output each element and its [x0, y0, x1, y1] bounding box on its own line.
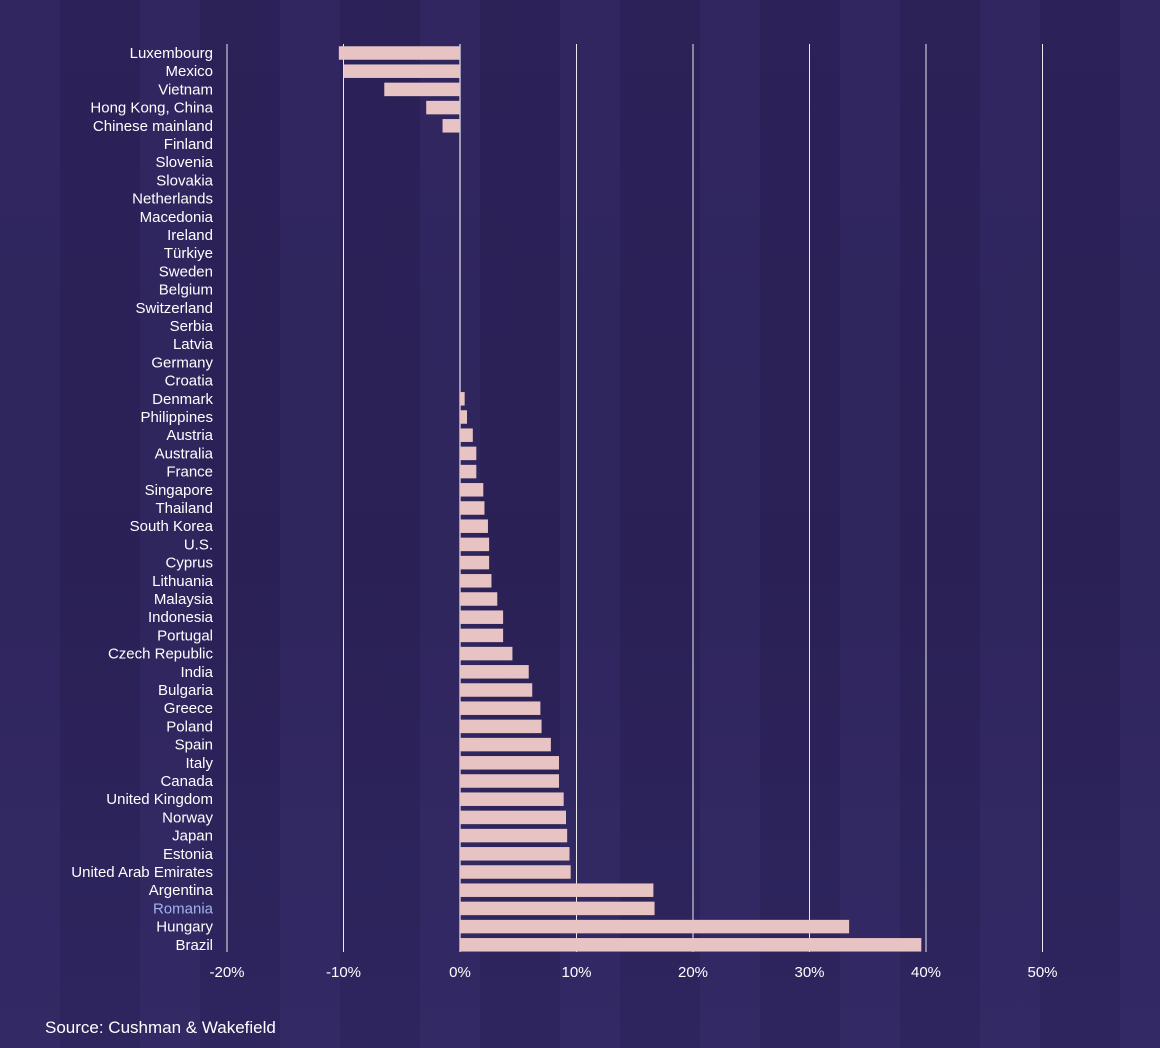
category-label: Chinese mainland: [93, 118, 213, 135]
bar-philippines: [460, 410, 467, 424]
bar-vietnam: [384, 82, 460, 97]
category-label: Switzerland: [135, 300, 213, 317]
bar-romania: [460, 901, 655, 916]
category-label: Canada: [160, 773, 213, 790]
category-label: Croatia: [165, 373, 214, 390]
category-label: Luxembourg: [130, 45, 213, 62]
category-label: Malaysia: [154, 591, 214, 608]
category-label: Mexico: [165, 63, 213, 80]
category-label: Belgium: [159, 282, 213, 299]
bar-greece: [460, 701, 541, 715]
bar-denmark: [460, 392, 465, 406]
category-label: Vietnam: [158, 81, 213, 98]
category-label: France: [166, 464, 213, 481]
category-label: Brazil: [175, 937, 213, 954]
category-label: Greece: [164, 700, 213, 717]
category-label: India: [180, 664, 213, 681]
bar-japan: [460, 828, 568, 843]
bar-indonesia: [460, 610, 504, 624]
category-label: Portugal: [157, 627, 213, 644]
bar-chinese-mainland: [442, 119, 460, 133]
category-label: Serbia: [170, 318, 214, 335]
bar-singapore: [460, 483, 484, 497]
x-tick-label: 40%: [911, 964, 941, 981]
category-label: Italy: [185, 755, 213, 772]
bar-thailand: [460, 501, 485, 515]
x-tick-label: 10%: [561, 964, 591, 981]
category-label: Bulgaria: [158, 682, 214, 699]
bar-mexico: [343, 64, 460, 78]
bar-luxembourg: [338, 46, 460, 60]
category-label: Lithuania: [152, 573, 214, 590]
bar-czech-republic: [460, 646, 513, 661]
category-label: Ireland: [167, 227, 213, 244]
bar-malaysia: [460, 592, 498, 606]
x-tick-label: -10%: [326, 964, 361, 981]
x-tick-label: 0%: [449, 964, 471, 981]
category-label: Singapore: [145, 482, 213, 499]
category-label: Hungary: [156, 919, 213, 936]
x-tick-label: 50%: [1027, 964, 1057, 981]
category-label: Indonesia: [148, 609, 214, 626]
category-label: Denmark: [152, 391, 213, 408]
category-label: Norway: [162, 809, 213, 826]
bar-italy: [460, 756, 560, 770]
category-label: Sweden: [159, 263, 213, 280]
bar-united-arab-emirates: [460, 865, 571, 879]
bar-u-s-: [460, 537, 490, 552]
category-label: Austria: [166, 427, 213, 444]
category-label: Thailand: [155, 500, 213, 517]
category-label: Finland: [164, 136, 213, 153]
bar-bulgaria: [460, 683, 533, 697]
bar-cyprus: [460, 555, 490, 570]
category-label: Poland: [166, 718, 213, 735]
x-tick-label: -20%: [209, 964, 244, 981]
category-label: Hong Kong, China: [90, 100, 213, 117]
category-label: Macedonia: [140, 209, 214, 226]
category-label: Netherlands: [132, 191, 213, 208]
x-tick-label: 20%: [678, 964, 708, 981]
category-label: Slovenia: [155, 154, 213, 171]
category-label: South Korea: [130, 518, 214, 535]
category-label: Estonia: [163, 846, 214, 863]
bar-argentina: [460, 883, 654, 897]
category-label: United Arab Emirates: [71, 864, 213, 881]
category-label: U.S.: [184, 536, 213, 553]
category-label: Latvia: [173, 336, 214, 353]
bar-france: [460, 464, 477, 479]
category-label: Türkiye: [164, 245, 213, 262]
bar-austria: [460, 428, 473, 442]
bar-south-korea: [460, 519, 488, 533]
category-label: Australia: [155, 445, 214, 462]
bar-australia: [460, 446, 477, 461]
bar-india: [460, 665, 529, 679]
source-note: Source: Cushman & Wakefield: [45, 1018, 276, 1037]
category-label: Philippines: [140, 409, 213, 426]
x-tick-label: 30%: [794, 964, 824, 981]
bar-estonia: [460, 847, 570, 861]
category-label: Czech Republic: [108, 646, 214, 663]
category-label: Spain: [175, 737, 213, 754]
bar-brazil: [460, 938, 922, 952]
category-label: United Kingdom: [106, 791, 213, 808]
bar-united-kingdom: [460, 792, 564, 806]
bar-hungary: [460, 919, 850, 934]
category-label: Japan: [172, 828, 213, 845]
bar-norway: [460, 810, 567, 825]
category-label: Romania: [153, 900, 214, 917]
bar-portugal: [460, 628, 504, 643]
category-label: Argentina: [149, 882, 214, 899]
bar-hong-kong-china: [426, 100, 460, 115]
category-label: Slovakia: [156, 172, 213, 189]
bar-canada: [460, 774, 560, 788]
category-label: Germany: [151, 354, 213, 371]
category-label: Cyprus: [165, 555, 213, 572]
bar-spain: [460, 737, 551, 752]
bar-poland: [460, 719, 542, 734]
bar-lithuania: [460, 574, 492, 588]
